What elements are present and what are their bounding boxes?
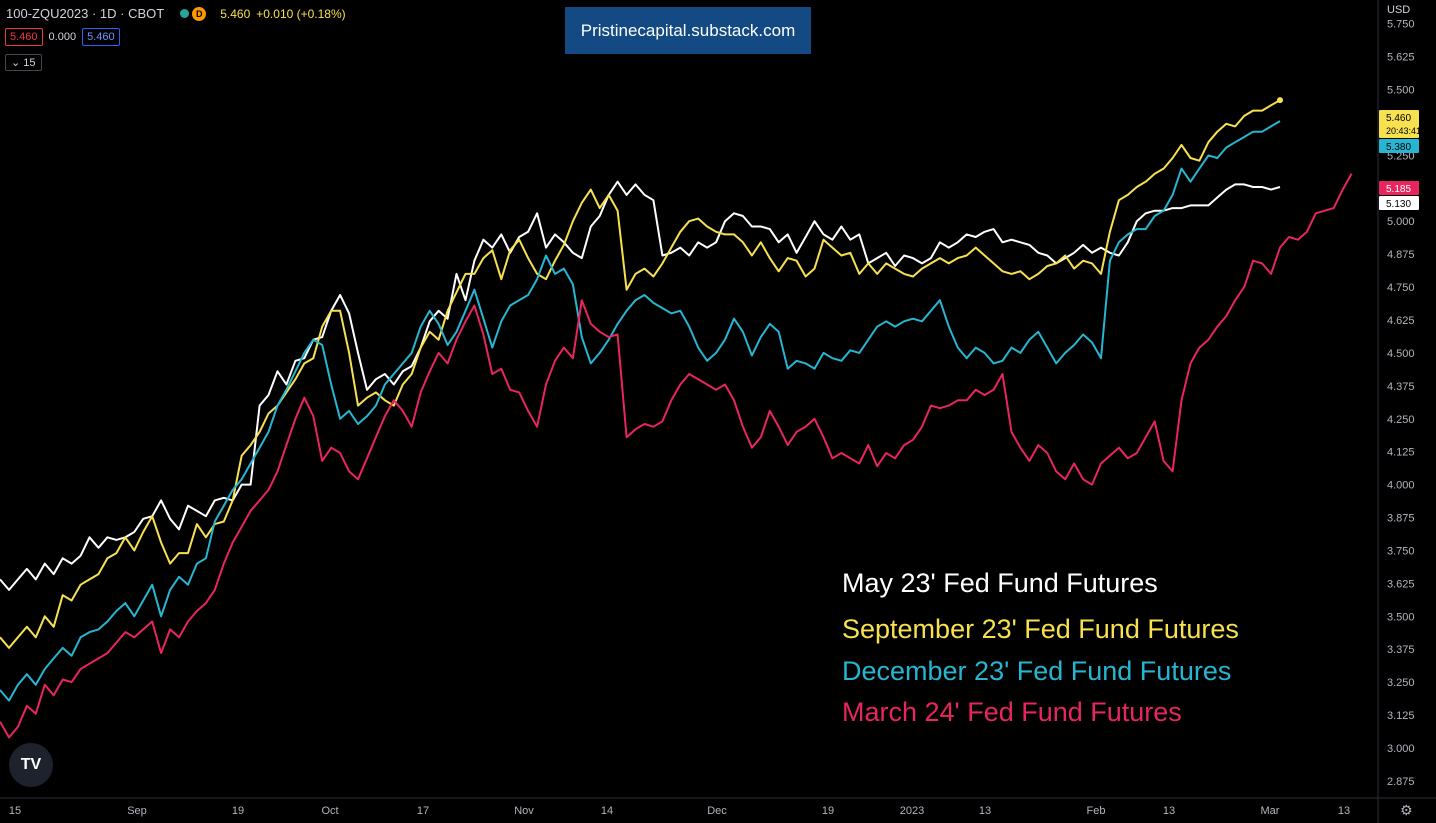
x-tick-label: 15 [9, 805, 21, 817]
legend-dec23: December 23' Fed Fund Futures [842, 656, 1232, 686]
sell-price-button[interactable]: 5.460 [5, 28, 43, 46]
last-value-badge [1379, 196, 1419, 210]
delayed-badge: D [192, 6, 207, 21]
bid-ask-row: 5.460 0.000 5.460 [5, 28, 120, 46]
y-tick-label: 3.625 [1387, 578, 1415, 590]
last-price-dot [1277, 97, 1283, 104]
x-tick-label: 13 [979, 805, 991, 817]
y-tick-label: 4.250 [1387, 414, 1415, 426]
y-tick-label: 4.125 [1387, 447, 1415, 459]
x-tick-label: Oct [321, 805, 338, 817]
market-status-dot-icon [180, 9, 190, 18]
y-tick-label: 5.250 [1387, 150, 1415, 162]
last-value-text: 5.460 [1386, 113, 1411, 124]
price-change: +0.010 (+0.18%) [256, 6, 346, 21]
x-tick-label: 2023 [900, 805, 924, 817]
last-value-text: 5.185 [1386, 184, 1411, 195]
x-tick-label: Mar [1261, 805, 1280, 817]
last-value-badge [1379, 110, 1419, 138]
y-tick-label: 5.500 [1387, 85, 1415, 97]
watermark-banner: Pristinecapital.substack.com [565, 7, 811, 54]
chevron-down-icon: ⌄ [11, 57, 21, 69]
buy-price-button[interactable]: 5.460 [82, 28, 120, 46]
y-tick-label: 3.375 [1387, 644, 1415, 656]
y-tick-label: 5.750 [1387, 19, 1415, 31]
y-tick-label: 4.375 [1387, 381, 1415, 393]
gear-icon[interactable]: ⚙ [1400, 802, 1413, 818]
currency-label: USD [1387, 4, 1411, 16]
y-tick-label: 2.875 [1387, 776, 1415, 788]
series-line-2[interactable] [0, 120, 1281, 702]
x-tick-label: 13 [1338, 805, 1350, 817]
countdown-text: 20:43:41 [1386, 126, 1421, 136]
y-tick-label: 3.250 [1387, 677, 1415, 689]
legend-sep23: September 23' Fed Fund Futures [842, 614, 1239, 644]
tradingview-logo[interactable]: TV [9, 743, 53, 787]
series-line-1[interactable] [0, 99, 1281, 649]
x-tick-label: Dec [707, 805, 727, 817]
indicator-toggle[interactable]: ⌄ 15 [5, 54, 42, 71]
x-tick-label: 19 [822, 805, 834, 817]
y-tick-label: 4.000 [1387, 480, 1415, 492]
last-value-badge [1379, 139, 1419, 153]
y-tick-label: 3.000 [1387, 743, 1415, 755]
x-tick-label: Nov [514, 805, 534, 817]
y-tick-label: 4.875 [1387, 249, 1415, 261]
x-tick-label: 17 [417, 805, 429, 817]
x-tick-label: 13 [1163, 805, 1175, 817]
series-line-3[interactable] [0, 173, 1353, 739]
legend-may23: May 23' Fed Fund Futures [842, 568, 1158, 598]
x-tick-label: 19 [232, 805, 244, 817]
y-tick-label: 4.625 [1387, 315, 1415, 327]
time-axis[interactable]: 15 Sep 19 Oct 17 Nov 14 Dec 19 2023 13 Feb 13 Mar 13 [9, 805, 1350, 817]
spread-value: 0.000 [48, 31, 77, 43]
y-tick-label: 4.500 [1387, 348, 1415, 360]
y-tick-label: 3.875 [1387, 513, 1415, 525]
indicator-count: 15 [23, 57, 36, 69]
last-value-badge [1379, 181, 1419, 195]
y-tick-label: 5.625 [1387, 52, 1415, 64]
last-value-text: 5.130 [1386, 199, 1411, 210]
last-price: 5.460 [220, 6, 251, 21]
symbol-header[interactable]: 100-ZQU2023 · 1D · CBOT D 5.460 +0.010 (… [6, 6, 346, 21]
last-value-text: 5.380 [1386, 142, 1411, 153]
x-tick-label: Feb [1087, 805, 1106, 817]
status-indicators: D [180, 6, 207, 21]
y-tick-label: 3.125 [1387, 710, 1415, 722]
symbol-title[interactable]: 100-ZQU2023 · 1D · CBOT [6, 6, 165, 21]
y-tick-label: 3.750 [1387, 545, 1415, 557]
last-price-labels: 5.460 20:43:41 5.380 5.185 5.130 [1379, 110, 1421, 210]
x-tick-label: 14 [601, 805, 613, 817]
x-tick-label: Sep [127, 805, 147, 817]
series-line-0[interactable] [0, 180, 1281, 591]
y-tick-label: 5.000 [1387, 216, 1415, 228]
y-tick-label: 3.500 [1387, 611, 1415, 623]
legend-mar24: March 24' Fed Fund Futures [842, 697, 1182, 727]
series-layer [0, 97, 1353, 739]
y-tick-label: 4.750 [1387, 282, 1415, 294]
